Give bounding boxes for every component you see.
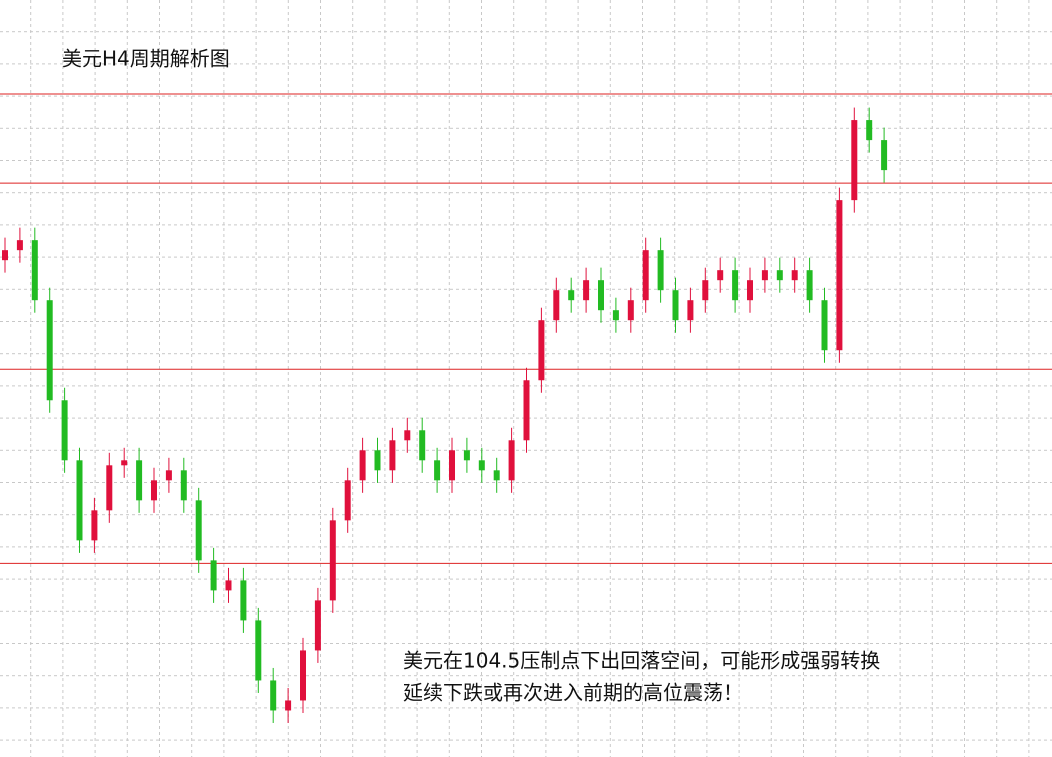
candle-body	[285, 700, 292, 711]
candle-body	[836, 200, 843, 351]
candle-body	[121, 460, 128, 466]
candle-body	[806, 270, 813, 301]
candle-body	[717, 270, 724, 281]
candle-body	[2, 250, 8, 261]
candle-body	[642, 250, 649, 301]
candle-body	[434, 460, 441, 481]
candle-body	[463, 450, 470, 461]
candle-body	[568, 290, 575, 301]
candle-body	[791, 270, 798, 281]
candle-body	[776, 270, 783, 281]
candle-body	[404, 430, 411, 441]
candle-body	[165, 470, 172, 481]
chart-title: 美元H4周期解析图	[62, 47, 230, 71]
candle-body	[329, 520, 336, 601]
candle-body	[851, 120, 858, 201]
candle-body	[821, 300, 828, 351]
candle-body	[151, 480, 157, 501]
candle-body	[225, 580, 232, 591]
candle-body	[612, 310, 619, 321]
candle-body	[553, 290, 560, 321]
candle-body	[16, 240, 23, 251]
candle-body	[314, 600, 321, 651]
candle-body	[478, 460, 485, 471]
candle-body	[270, 680, 277, 711]
candle-body	[91, 510, 98, 541]
candle-body	[598, 280, 604, 311]
candle-body	[46, 300, 53, 401]
candle-body	[180, 470, 187, 501]
annotation: 美元在104.5压制点下出回落空间，可能形成强弱转换	[403, 649, 880, 673]
candle-body	[538, 320, 545, 381]
candle-body	[732, 270, 739, 301]
candle-body	[136, 460, 143, 501]
candle-body	[374, 450, 381, 471]
candle-body	[300, 650, 306, 701]
candle-body	[255, 620, 262, 681]
candle-body	[449, 450, 455, 481]
candle-body	[747, 280, 753, 301]
candle-body	[881, 140, 888, 171]
candle-body	[359, 450, 366, 481]
candle-body	[493, 470, 500, 481]
candle-body	[76, 460, 83, 541]
annotation: 延续下跌或再次进入前期的高位震荡！	[403, 681, 743, 705]
candle-body	[761, 270, 768, 281]
candle-body	[419, 430, 426, 461]
candle-body	[627, 300, 634, 321]
candle-body	[344, 480, 351, 521]
candle-body	[508, 440, 515, 481]
candle-body	[31, 240, 38, 301]
candle-body	[866, 120, 873, 141]
candle-body	[210, 560, 217, 591]
candle-body	[106, 465, 113, 511]
candle-body	[702, 280, 709, 301]
candle-body	[672, 290, 679, 321]
candle-body	[195, 500, 202, 561]
candle-body	[583, 280, 590, 301]
candle-body	[61, 400, 68, 461]
candle-body	[687, 300, 694, 321]
candle-body	[389, 440, 396, 471]
candle-body	[657, 250, 664, 291]
candle-body	[523, 380, 530, 441]
candles	[2, 107, 888, 723]
candle-body	[240, 580, 247, 621]
